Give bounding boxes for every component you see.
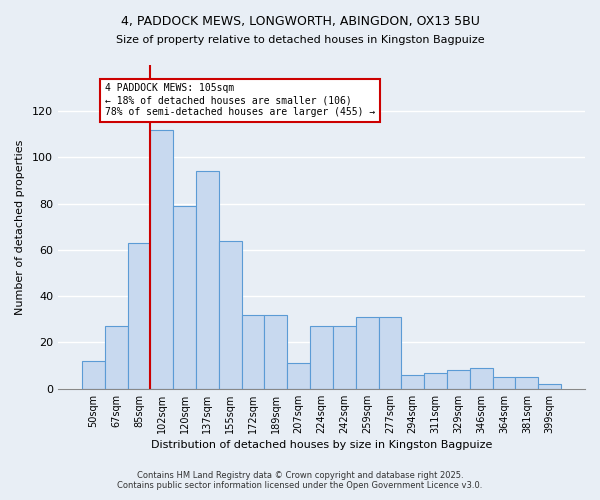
X-axis label: Distribution of detached houses by size in Kingston Bagpuize: Distribution of detached houses by size … (151, 440, 492, 450)
Bar (265, 314, 287, 388)
Bar (424, 372, 447, 388)
Bar (379, 317, 401, 388)
Bar (173, 206, 196, 388)
Y-axis label: Number of detached properties: Number of detached properties (15, 139, 25, 314)
Text: 4 PADDOCK MEWS: 105sqm
← 18% of detached houses are smaller (106)
78% of semi-de: 4 PADDOCK MEWS: 105sqm ← 18% of detached… (105, 84, 375, 116)
Bar (151, 130, 173, 388)
Bar (82, 361, 105, 388)
Bar (128, 243, 151, 388)
Bar (493, 377, 515, 388)
Bar (219, 240, 242, 388)
Bar (401, 375, 424, 388)
Bar (287, 364, 310, 388)
Text: Size of property relative to detached houses in Kingston Bagpuize: Size of property relative to detached ho… (116, 35, 484, 45)
Text: Contains HM Land Registry data © Crown copyright and database right 2025.
Contai: Contains HM Land Registry data © Crown c… (118, 470, 482, 490)
Bar (310, 326, 333, 388)
Bar (447, 370, 470, 388)
Bar (333, 326, 356, 388)
Bar (242, 314, 265, 388)
Bar (470, 368, 493, 388)
Bar (105, 326, 128, 388)
Bar (538, 384, 561, 388)
Bar (515, 377, 538, 388)
Bar (196, 172, 219, 388)
Text: 4, PADDOCK MEWS, LONGWORTH, ABINGDON, OX13 5BU: 4, PADDOCK MEWS, LONGWORTH, ABINGDON, OX… (121, 15, 479, 28)
Bar (356, 317, 379, 388)
